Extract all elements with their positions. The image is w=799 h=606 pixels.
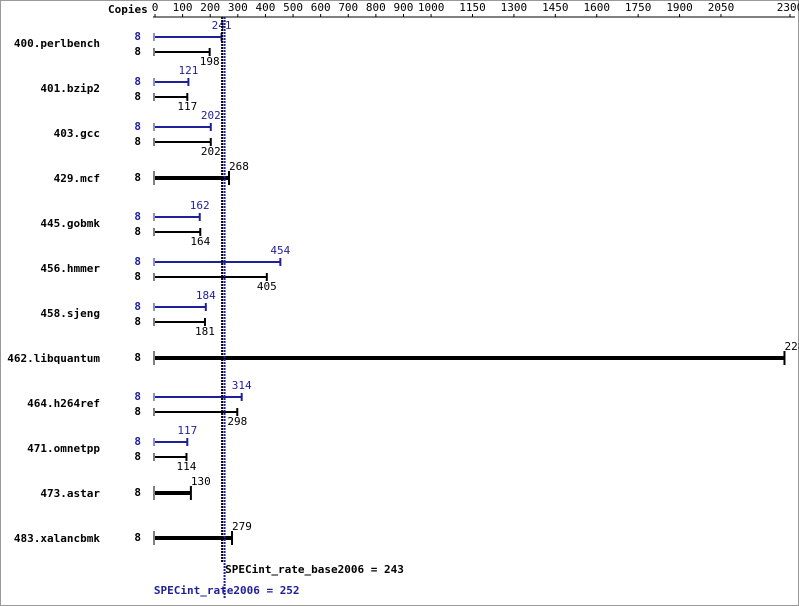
reference-label: SPECint_rate_base2006 = 243	[225, 563, 404, 576]
value-label: 181	[195, 325, 215, 338]
value-label: 2280	[784, 340, 799, 353]
category-label: 473.astar	[40, 487, 100, 500]
copies-label: 8	[134, 450, 141, 463]
value-label: 130	[191, 475, 211, 488]
value-label: 117	[177, 424, 197, 437]
x-tick-label: 1150	[459, 1, 486, 14]
copies-label: 8	[134, 120, 141, 133]
category-label: 462.libquantum	[7, 352, 100, 365]
value-label: 114	[177, 460, 197, 473]
value-label: 117	[177, 100, 197, 113]
value-label: 298	[227, 415, 247, 428]
value-label: 314	[232, 379, 252, 392]
x-tick-label: 900	[394, 1, 414, 14]
copies-label: 8	[134, 531, 141, 544]
x-tick-label: 700	[338, 1, 358, 14]
x-tick-label: 100	[173, 1, 193, 14]
copies-label: 8	[134, 75, 141, 88]
x-tick-label: 800	[366, 1, 386, 14]
reference-label: SPECint_rate2006 = 252	[154, 584, 300, 597]
x-tick-label: 1000	[418, 1, 445, 14]
x-tick-label: 1450	[542, 1, 569, 14]
category-label: 401.bzip2	[40, 82, 100, 95]
value-label: 241	[212, 19, 232, 32]
x-tick-label: 600	[311, 1, 331, 14]
x-tick-label: 2050	[708, 1, 735, 14]
value-label: 162	[190, 199, 210, 212]
category-label: 400.perlbench	[14, 37, 100, 50]
copies-label: 8	[134, 315, 141, 328]
value-label: 279	[232, 520, 252, 533]
x-tick-label: 1600	[583, 1, 610, 14]
copies-label: 8	[134, 30, 141, 43]
category-label: 464.h264ref	[27, 397, 100, 410]
category-label: 458.sjeng	[40, 307, 100, 320]
value-label: 198	[200, 55, 220, 68]
category-label: 483.xalancbmk	[14, 532, 100, 545]
copies-label: 8	[134, 171, 141, 184]
value-label: 405	[257, 280, 277, 293]
copies-label: 8	[134, 135, 141, 148]
value-label: 164	[190, 235, 210, 248]
x-tick-label: 500	[283, 1, 303, 14]
copies-label: 8	[134, 390, 141, 403]
x-tick-label: 300	[228, 1, 248, 14]
copies-label: 8	[134, 405, 141, 418]
axis-label: Copies	[108, 3, 148, 16]
copies-label: 8	[134, 90, 141, 103]
x-tick-label: 1750	[625, 1, 652, 14]
copies-label: 8	[134, 351, 141, 364]
value-label: 202	[201, 145, 221, 158]
x-tick-label: 400	[255, 1, 275, 14]
x-tick-label: 1900	[666, 1, 693, 14]
x-tick-label: 0	[152, 1, 159, 14]
copies-label: 8	[134, 210, 141, 223]
value-label: 268	[229, 160, 249, 173]
value-label: 121	[178, 64, 198, 77]
copies-label: 8	[134, 435, 141, 448]
x-tick-label: 1300	[501, 1, 528, 14]
copies-label: 8	[134, 486, 141, 499]
category-label: 445.gobmk	[40, 217, 100, 230]
copies-label: 8	[134, 255, 141, 268]
value-label: 454	[270, 244, 290, 257]
value-label: 202	[201, 109, 221, 122]
x-tick-label: 200	[200, 1, 220, 14]
copies-label: 8	[134, 45, 141, 58]
category-label: 403.gcc	[54, 127, 100, 140]
category-label: 429.mcf	[54, 172, 100, 185]
copies-label: 8	[134, 225, 141, 238]
value-label: 184	[196, 289, 216, 302]
category-label: 456.hmmer	[40, 262, 100, 275]
copies-label: 8	[134, 300, 141, 313]
copies-label: 8	[134, 270, 141, 283]
x-tick-label: 2300	[777, 1, 799, 14]
category-label: 471.omnetpp	[27, 442, 100, 455]
